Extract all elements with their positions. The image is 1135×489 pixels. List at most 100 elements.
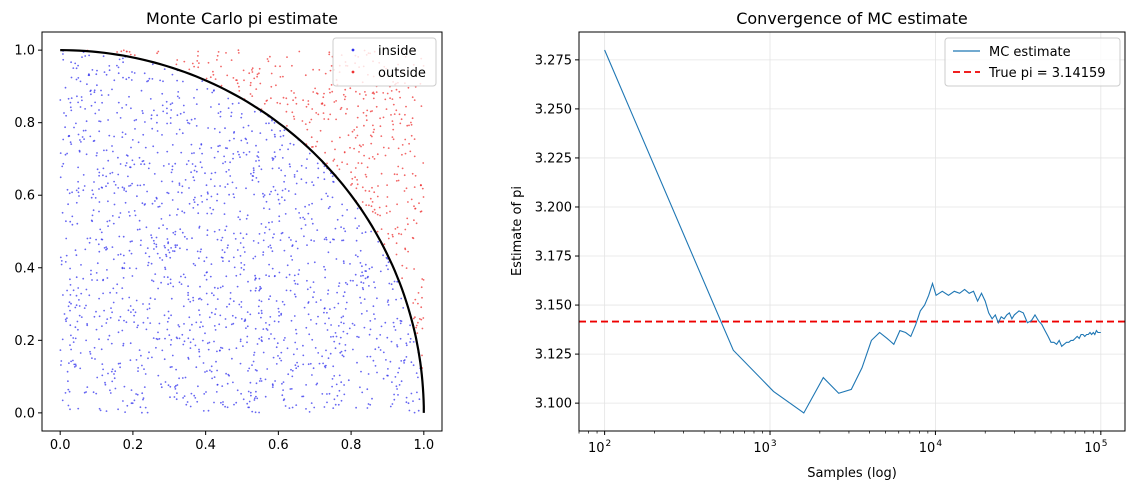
point-inside bbox=[171, 199, 174, 201]
point-inside bbox=[78, 305, 81, 307]
point-inside bbox=[117, 408, 119, 411]
point-inside bbox=[315, 301, 318, 303]
point-inside bbox=[134, 311, 137, 314]
point-outside bbox=[413, 268, 415, 270]
point-outside bbox=[410, 198, 413, 201]
point-inside bbox=[113, 180, 115, 183]
point-inside bbox=[305, 408, 307, 410]
point-outside bbox=[387, 232, 390, 235]
point-inside bbox=[93, 89, 96, 92]
point-inside bbox=[194, 344, 197, 347]
point-inside bbox=[175, 336, 178, 339]
point-inside bbox=[102, 368, 104, 371]
point-inside bbox=[336, 394, 339, 397]
point-inside bbox=[324, 322, 326, 325]
point-outside bbox=[322, 96, 325, 99]
point-outside bbox=[236, 82, 239, 85]
point-outside bbox=[390, 114, 392, 116]
point-outside bbox=[351, 177, 354, 180]
point-inside bbox=[147, 79, 150, 82]
point-inside bbox=[111, 88, 113, 91]
point-inside bbox=[195, 321, 198, 324]
point-inside bbox=[102, 167, 105, 170]
point-inside bbox=[161, 92, 164, 95]
point-inside bbox=[349, 279, 352, 282]
point-outside bbox=[293, 118, 296, 120]
point-outside bbox=[258, 72, 260, 75]
point-inside bbox=[163, 245, 166, 247]
point-inside bbox=[239, 232, 242, 235]
point-outside bbox=[371, 186, 373, 189]
point-inside bbox=[182, 343, 185, 346]
point-inside bbox=[138, 349, 141, 351]
point-inside bbox=[269, 316, 272, 318]
point-inside bbox=[210, 212, 213, 215]
point-inside bbox=[208, 316, 211, 319]
point-inside bbox=[136, 184, 139, 187]
point-inside bbox=[228, 169, 230, 171]
point-inside bbox=[136, 195, 138, 198]
point-inside bbox=[246, 142, 249, 144]
point-inside bbox=[398, 384, 401, 386]
point-inside bbox=[171, 354, 174, 357]
point-inside bbox=[332, 407, 335, 409]
point-inside bbox=[113, 192, 116, 195]
point-inside bbox=[135, 118, 138, 121]
point-outside bbox=[354, 176, 356, 179]
point-inside bbox=[302, 344, 304, 347]
point-inside bbox=[96, 279, 99, 281]
point-inside bbox=[221, 236, 224, 239]
point-inside bbox=[90, 104, 93, 107]
point-inside bbox=[366, 310, 368, 312]
point-inside bbox=[367, 373, 370, 375]
point-inside bbox=[193, 97, 195, 99]
point-outside bbox=[347, 134, 350, 137]
point-inside bbox=[113, 79, 116, 82]
point-inside bbox=[329, 308, 331, 310]
point-inside bbox=[267, 246, 270, 248]
point-inside bbox=[198, 309, 200, 312]
point-inside bbox=[152, 239, 155, 242]
point-inside bbox=[69, 284, 72, 286]
point-inside bbox=[131, 159, 134, 162]
point-inside bbox=[236, 285, 239, 288]
point-inside bbox=[417, 376, 419, 379]
point-inside bbox=[192, 299, 195, 302]
point-inside bbox=[282, 389, 284, 391]
point-inside bbox=[226, 147, 229, 150]
point-inside bbox=[196, 88, 198, 91]
point-inside bbox=[313, 261, 316, 264]
point-inside bbox=[258, 411, 260, 414]
point-inside bbox=[394, 376, 397, 378]
point-inside bbox=[360, 275, 362, 277]
point-outside bbox=[323, 92, 325, 95]
point-inside bbox=[201, 152, 204, 155]
point-inside bbox=[236, 249, 239, 251]
point-inside bbox=[177, 191, 180, 194]
point-outside bbox=[249, 84, 252, 87]
point-inside bbox=[240, 318, 243, 320]
point-inside bbox=[83, 391, 86, 394]
point-inside bbox=[246, 402, 249, 405]
point-inside bbox=[300, 227, 303, 230]
point-inside bbox=[72, 289, 75, 292]
point-outside bbox=[329, 69, 332, 72]
point-inside bbox=[69, 267, 71, 270]
point-inside bbox=[252, 175, 255, 178]
point-inside bbox=[243, 268, 245, 271]
point-inside bbox=[361, 271, 363, 274]
point-inside bbox=[306, 279, 308, 282]
point-inside bbox=[101, 101, 103, 104]
point-inside bbox=[118, 319, 120, 322]
point-inside bbox=[323, 171, 325, 174]
point-inside bbox=[376, 297, 378, 300]
point-inside bbox=[336, 291, 338, 294]
point-inside bbox=[164, 266, 166, 269]
point-inside bbox=[64, 318, 67, 321]
point-outside bbox=[375, 91, 378, 93]
point-inside bbox=[325, 236, 327, 239]
point-outside bbox=[338, 168, 341, 171]
point-outside bbox=[320, 103, 323, 105]
point-outside bbox=[372, 97, 375, 100]
